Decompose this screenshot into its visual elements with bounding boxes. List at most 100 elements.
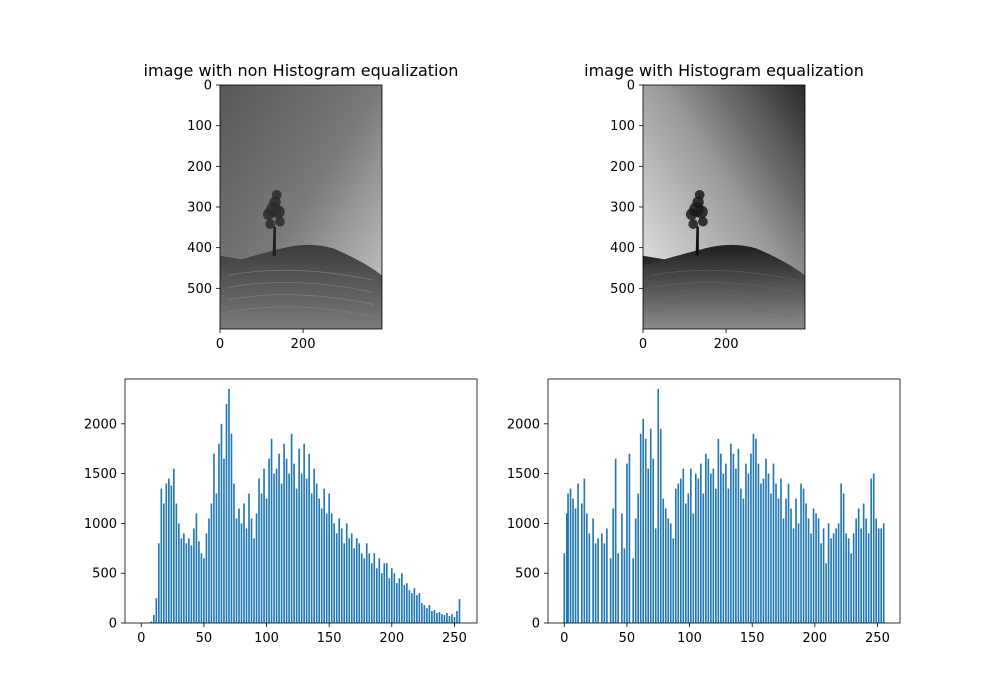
histogram-bar	[290, 433, 293, 623]
histogram-bar	[782, 518, 785, 623]
y-tick-label: 500	[610, 282, 635, 297]
histogram-bar	[428, 605, 431, 623]
histogram-bar	[436, 613, 438, 623]
histogram-bar	[762, 478, 765, 623]
tree-photo-equalized	[643, 85, 805, 329]
histogram-bar	[588, 533, 591, 623]
x-tick-label: 50	[619, 631, 636, 646]
histogram-bar	[847, 538, 850, 623]
y-tick-label: 1500	[507, 467, 540, 482]
histogram-bar	[220, 423, 223, 623]
histogram-bar	[152, 615, 155, 623]
histogram-bar	[669, 523, 672, 623]
x-tick-label: 0	[639, 337, 647, 352]
y-tick-label: 2000	[84, 417, 117, 432]
histogram-bar	[163, 503, 165, 623]
histogram-bar	[323, 488, 325, 623]
histogram-bar	[700, 463, 702, 623]
histogram-bar	[577, 483, 579, 623]
histogram-bar	[303, 443, 305, 623]
histogram-bar	[735, 468, 737, 623]
histogram-bar	[855, 518, 857, 623]
histogram-bar	[416, 595, 418, 623]
histogram-bar	[722, 473, 725, 623]
histogram-bar	[413, 588, 416, 623]
histogram-bar	[255, 513, 258, 623]
y-tick-label: 100	[610, 119, 635, 134]
histogram-bar	[654, 528, 657, 623]
histogram-bar	[805, 503, 807, 623]
histogram-bar	[626, 463, 628, 623]
histogram-bar	[260, 493, 263, 623]
histogram-bar	[842, 493, 845, 623]
histogram-bar	[300, 473, 303, 623]
histogram-bar	[358, 543, 361, 623]
histogram-bar	[603, 543, 606, 623]
tree-foliage	[275, 216, 285, 227]
histogram-bar	[586, 513, 588, 623]
histogram-bar	[353, 548, 356, 623]
tree-foliage	[262, 208, 275, 220]
histogram-bar	[385, 563, 388, 623]
histogram-bar	[203, 558, 205, 623]
histogram-bar	[406, 583, 408, 623]
histogram-bar	[348, 538, 351, 623]
histogram-bar	[800, 483, 802, 623]
histogram-bar	[293, 463, 295, 623]
histogram-bar	[345, 523, 348, 623]
histogram-bar	[747, 473, 750, 623]
image-panel-equalized: image with Histogram equalization 0 200 0…	[584, 61, 864, 352]
histogram-bar	[677, 483, 680, 623]
histogram-bar	[453, 617, 456, 623]
histogram-bar	[837, 523, 840, 623]
histogram-bar	[398, 578, 401, 623]
image-y-axis: 0 100 200 300 400 500	[610, 79, 643, 297]
tree-foliage	[698, 216, 708, 227]
histogram-bar	[612, 508, 614, 623]
histogram-bar	[790, 508, 792, 623]
hill-terrace	[651, 294, 797, 305]
histogram-bar	[438, 612, 441, 623]
histogram-bar	[458, 599, 461, 623]
tree-foliage	[685, 208, 698, 220]
histogram-bar	[717, 438, 720, 623]
histogram-bar	[268, 458, 270, 623]
y-tick-label: 200	[610, 160, 635, 175]
histogram-bar	[840, 483, 842, 623]
histogram-bar	[621, 513, 623, 623]
x-tick-label: 0	[216, 337, 224, 352]
histogram-bar	[817, 518, 820, 623]
histogram-bar	[205, 533, 208, 623]
histogram-bar	[250, 518, 253, 623]
histogram-bar	[810, 533, 812, 623]
x-tick-label: 100	[677, 631, 702, 646]
histogram-bar	[882, 523, 885, 623]
histogram-bar	[601, 533, 603, 623]
histogram-bar	[637, 493, 640, 623]
histogram-bar	[565, 513, 568, 623]
histogram-bar	[285, 458, 288, 623]
histogram-bar	[865, 518, 867, 623]
histogram-bar	[263, 468, 265, 623]
histogram-bar	[572, 498, 574, 623]
histogram-bar	[363, 558, 366, 623]
histogram-bar	[421, 603, 423, 623]
histogram-bar	[639, 433, 642, 623]
histogram-bar	[732, 453, 735, 623]
histogram-bar	[423, 605, 426, 623]
histogram-bar	[328, 493, 330, 623]
histogram-bar	[752, 433, 755, 623]
histogram-bar	[225, 403, 228, 623]
histogram-bar	[441, 614, 443, 623]
histogram-bar	[188, 538, 190, 623]
histogram-bar	[318, 498, 320, 623]
histogram-bar	[614, 458, 617, 623]
histogram-bar	[173, 468, 175, 623]
histogram-bar	[667, 518, 670, 623]
y-tick-label: 400	[610, 241, 635, 256]
histogram-bar	[712, 468, 715, 623]
histogram-bar	[210, 503, 213, 623]
y-axis: 0 500 1000 1500 2000	[84, 417, 125, 632]
histogram-bar	[652, 458, 655, 623]
histogram-bar	[835, 528, 837, 623]
